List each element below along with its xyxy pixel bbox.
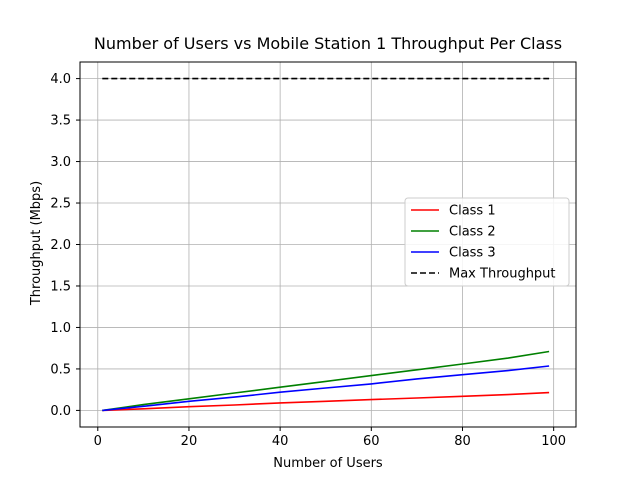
y-tick-label: 2.0 xyxy=(50,238,71,253)
y-axis-label: Throughput (Mbps) xyxy=(29,181,44,306)
y-tick-label: 2.5 xyxy=(50,197,71,212)
legend-label: Max Throughput xyxy=(449,267,556,282)
x-tick-label: 20 xyxy=(181,434,198,449)
legend: Class 1 Class 2 Class 3 Max Throughput xyxy=(404,197,570,287)
series-line-3 xyxy=(102,365,550,412)
legend-label: Class 3 xyxy=(449,246,496,261)
y-tick-label: 0.5 xyxy=(50,362,71,377)
x-tick-label: 0 xyxy=(94,434,102,449)
legend-box xyxy=(404,197,570,287)
y-tick-label: 4.0 xyxy=(50,72,71,87)
x-axis-label: Number of Users xyxy=(273,456,383,471)
series-line-1 xyxy=(102,391,550,412)
x-tick-label: 40 xyxy=(272,434,289,449)
plot-frame xyxy=(79,61,577,428)
legend-label: Class 1 xyxy=(449,204,496,219)
legend-label: Class 2 xyxy=(449,225,496,240)
x-tick-label: 60 xyxy=(363,434,380,449)
axes: 0 20 40 60 80 100 0.0 0.5 1.0 1.5 2.0 2.5 3.0 3.5 4.0 xyxy=(50,72,566,449)
series-lines xyxy=(102,77,550,412)
series-line-2 xyxy=(102,350,550,412)
x-tick-label: 80 xyxy=(454,434,471,449)
y-tick-label: 0.0 xyxy=(50,404,71,419)
chart-title: Number of Users vs Mobile Station 1 Thro… xyxy=(94,34,562,53)
y-tick-label: 3.5 xyxy=(50,114,71,129)
y-tick-label: 1.0 xyxy=(50,321,71,336)
y-tick-label: 1.5 xyxy=(50,279,71,294)
x-tick-label: 100 xyxy=(541,434,566,449)
y-tick-label: 3.0 xyxy=(50,155,71,170)
